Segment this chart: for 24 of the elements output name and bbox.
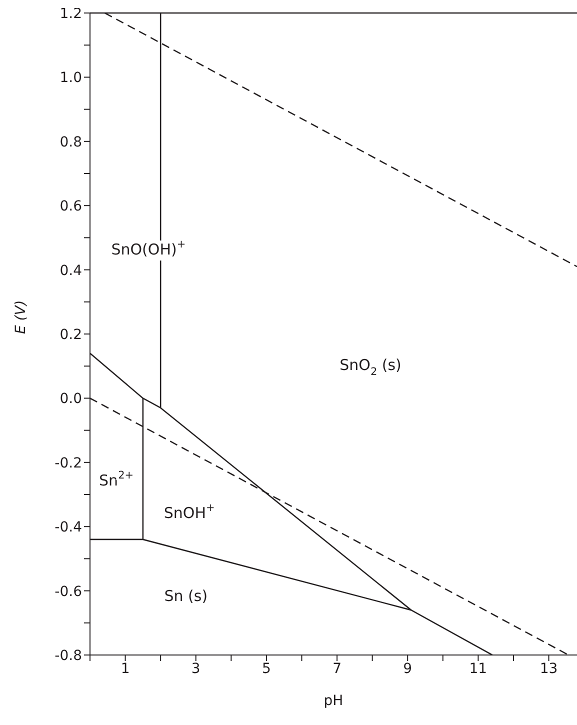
x-tick-label: 13	[540, 660, 558, 677]
annotation: Sn (s)	[164, 587, 208, 606]
y-tick-label: -0.2	[54, 455, 82, 472]
x-tick-label: 5	[262, 660, 271, 677]
annotation: Sn$^{2+}$	[99, 470, 134, 490]
y-axis-title: E (V)	[12, 300, 29, 334]
y-tick-label: -0.4	[54, 520, 82, 536]
y-tick-label: -0.6	[54, 584, 82, 600]
y-tick-label: 0.6	[60, 198, 82, 215]
y-tick-label: -0.8	[54, 648, 82, 664]
x-tick-label: 1	[120, 660, 130, 677]
y-tick-label: 1.0	[60, 70, 82, 86]
y-tick-label: 0.0	[60, 391, 82, 408]
annotation: SnO(OH)$^{+}$	[111, 238, 186, 259]
x-tick-label: 9	[403, 660, 412, 677]
y-tick-label: 0.4	[60, 262, 82, 279]
x-axis-title: pH	[324, 693, 344, 709]
x-tick-label: 7	[332, 660, 342, 677]
annotation: SnOH$^{+}$	[164, 502, 215, 522]
annotation: SnO$_{2}$ (s)	[340, 356, 402, 378]
y-tick-label: 0.8	[60, 134, 82, 150]
x-tick-label: 11	[469, 660, 488, 677]
y-tick-label: 0.2	[60, 326, 82, 343]
x-tick-label: 3	[191, 660, 200, 677]
